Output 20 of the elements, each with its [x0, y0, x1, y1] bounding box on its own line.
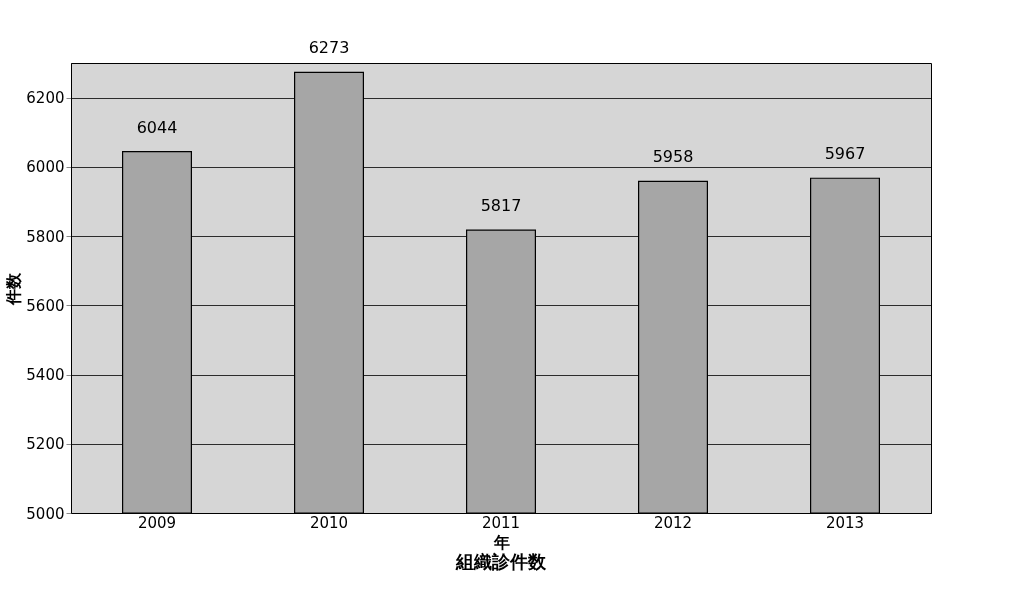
y-tick-label: 5800 [26, 227, 65, 246]
x-tick-label: 2010 [309, 513, 349, 532]
data-label: 6273 [308, 38, 350, 58]
y-axis-title: 件数 [4, 271, 24, 306]
text: 組織診件数 [455, 551, 547, 572]
data-label: 5817 [480, 196, 522, 216]
x-axis-title: 年 [492, 532, 510, 552]
y-tick-label: 5400 [26, 366, 65, 385]
y-tick-label: 6000 [26, 158, 65, 177]
x-tick-label: 2013 [825, 513, 865, 532]
y-tick-label: 6200 [26, 89, 65, 108]
y-tick-label: 5200 [26, 435, 65, 454]
data-label: 6044 [136, 117, 178, 137]
x-tick-label: 2012 [653, 513, 693, 532]
y-tick-label: 5600 [26, 296, 65, 315]
x-tick-label: 2009 [137, 513, 177, 532]
data-label: 5958 [652, 147, 694, 167]
x-tick-label: 2011 [481, 513, 521, 532]
data-label: 5967 [824, 144, 866, 164]
y-tick-label: 5000 [26, 504, 65, 523]
